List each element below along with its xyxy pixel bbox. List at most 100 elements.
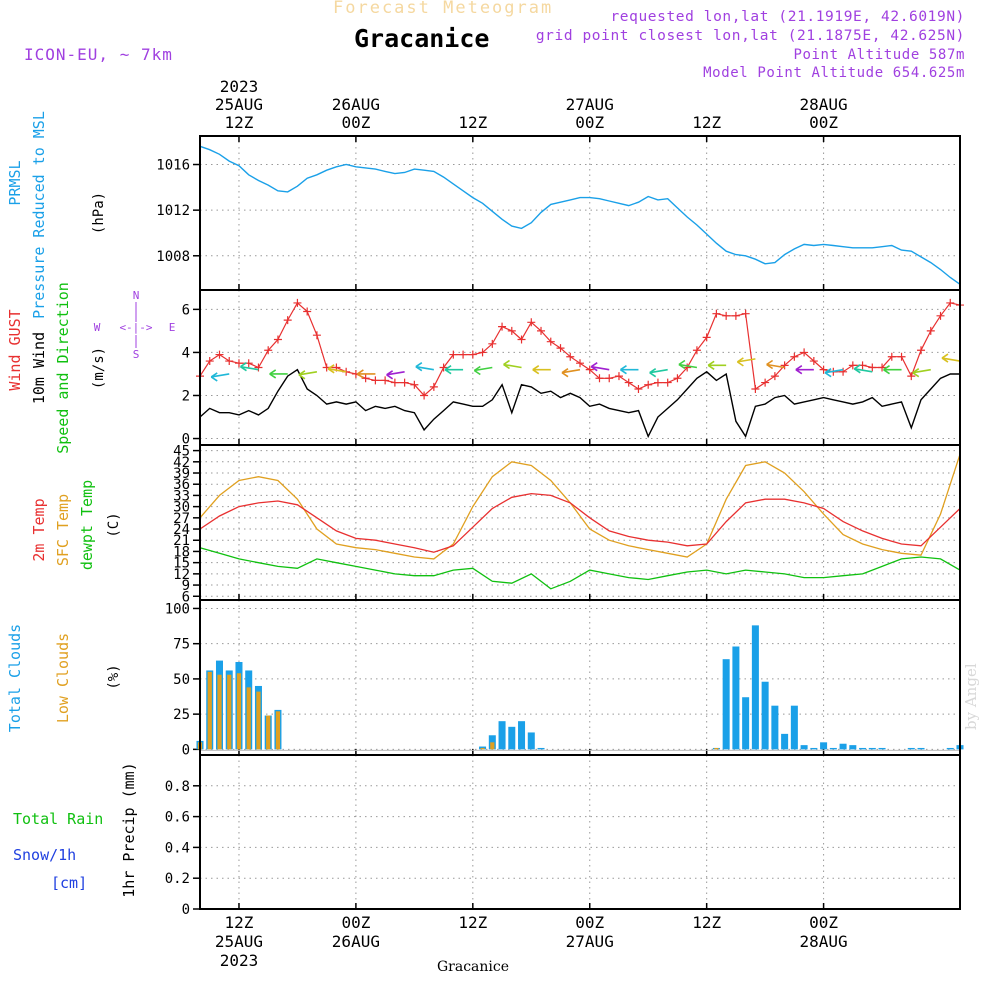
cloud-ytick-label: 0 [182,742,190,758]
wind-gust-marker [839,367,848,376]
wind-gust-marker [605,374,614,383]
low-cloud-bar [246,687,251,750]
cloud-ytick-label: 50 [173,672,190,688]
wind-direction-arrow [590,361,610,372]
cloud-frame [199,599,961,756]
wind-gust-marker [556,344,565,353]
wind-direction-arrow [824,367,844,378]
wind-10m-label: 10m Wind [30,332,48,404]
top-axis-hour: 00Z [575,113,604,132]
wind-gust-marker [420,391,429,400]
wind-gust-marker [624,378,633,387]
wind-arrow-shaft [328,368,347,373]
wind-arrow-head [561,367,569,378]
bottom-axis-hour: 12Z [225,913,254,932]
wind-direction-arrow [503,359,522,370]
wind-arrow-head [678,359,686,370]
wind-gust-marker [663,378,672,387]
wind-speed-line [199,368,960,439]
total-cloud-bar [917,747,925,750]
model-name: ICON-EU, ~ 7km [24,45,173,64]
wind-direction-arrow [766,359,785,370]
total-cloud-bar [946,747,954,750]
bottom-axis-date: 26AUG [332,932,380,951]
compass-north: N [133,289,140,302]
cloud-ytick-label: 25 [173,707,190,723]
total-cloud-bar [518,721,526,750]
wind-gust-marker [273,335,282,344]
precip-ytick-label: 0.4 [165,840,190,856]
wind-arrow-shaft [854,368,873,373]
wind-arrow-shaft [415,365,434,371]
total-cloud-bar [878,747,886,750]
wind-arrow-head [298,370,306,380]
wind-gust-marker [205,357,214,366]
wind-gust-marker [429,382,438,391]
wind-arrow-shaft [503,363,522,369]
wind-gust-marker [371,376,380,385]
sfc-temp-line [199,454,961,560]
wind-arrow-shaft [737,358,756,363]
bottom-axis-date: 28AUG [800,932,848,951]
compass-arrows: <-|-> [119,321,152,334]
wind-direction-arrow [707,360,727,371]
wind-direction-arrow [620,364,639,375]
wind-gust-marker [741,309,750,318]
wind-ytick-label: 0 [182,432,190,448]
low-cloud-bar [227,674,232,750]
wind-gust-marker [410,380,419,389]
wind-direction-arrow [941,353,961,363]
wind-arrow-shaft [941,357,961,362]
wind-direction-arrow [356,369,376,379]
wind-arrow-head [707,360,715,371]
temp-ytick-label: 15 [173,556,190,572]
wind-gust-marker [312,331,321,340]
dewpt-temp-label: dewpt Temp [78,480,96,570]
total-cloud-bar [868,747,876,750]
wind-direction-arrow [327,364,347,374]
temp-ytick-label: 39 [173,466,190,482]
wind-gust-marker [507,326,516,335]
top-axis-date: 25AUG [215,95,263,114]
total-cloud-bar [859,747,867,750]
temp-ytick-label: 21 [173,533,190,549]
wind-direction-arrow [649,367,668,378]
pressure-ytick-label: 1012 [156,203,190,219]
wind-gust-marker [498,322,507,331]
wind-gust-marker [946,298,955,307]
wind-gust-marker [517,335,526,344]
wind-arrow-head [620,364,627,375]
wind-arrow-shaft [561,368,581,374]
wind-gust-marker [790,352,799,361]
wind-gust-marker [293,298,302,307]
low-cloud-bar [266,715,271,750]
total-cloud-bar [537,747,545,750]
wind-arrow-head [240,361,247,372]
wind-arrow-head [853,364,861,374]
wind-ytick-label: 2 [182,388,190,404]
wind-gust-marker [264,346,273,355]
wind-direction-arrow [444,364,464,375]
total-cloud-bar [907,747,915,750]
wind-gust-marker [722,311,731,320]
pressure-ytick-label: 1016 [156,158,190,174]
wind-arrow-shaft [649,368,668,374]
wind-gust-marker [546,337,555,346]
wind-gust-marker [527,318,536,327]
low-cloud-bar [236,673,242,750]
wind-gust-marker [692,346,701,355]
wind-gust-marker [634,385,643,394]
wind-arrow-head [941,353,949,363]
total-cloud-bar [527,732,535,750]
wind-arrow-head [766,359,774,370]
wind-gust-marker [459,350,468,359]
total-clouds-label: Total Clouds [6,624,24,732]
wind-direction-arrow [473,365,493,376]
temp-ytick-label: 45 [173,444,190,460]
compass-west: W [94,321,101,334]
wind-arrow-shaft [678,363,698,369]
total-cloud-bar [751,625,759,750]
wind-gust-marker [848,361,857,370]
wind-gust-marker [897,352,906,361]
